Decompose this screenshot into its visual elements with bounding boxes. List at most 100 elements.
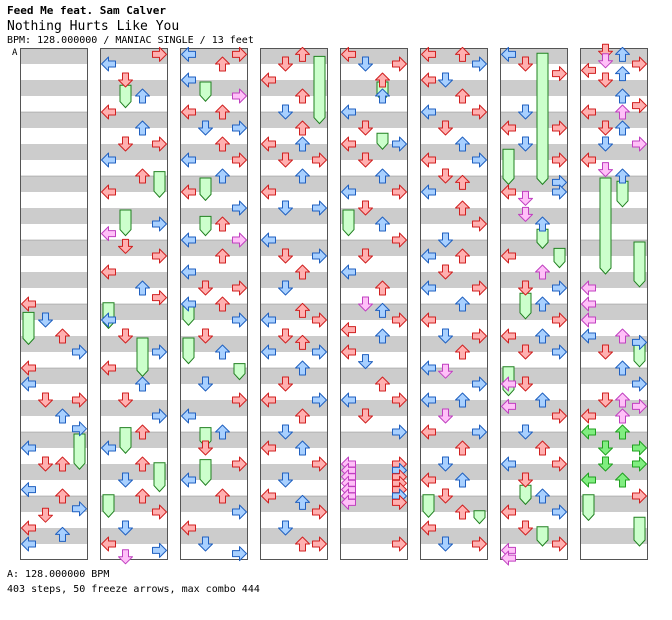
up-arrow-icon <box>455 136 470 152</box>
left-arrow-icon <box>501 550 516 566</box>
up-arrow-icon <box>215 168 230 184</box>
right-arrow-icon <box>312 456 327 472</box>
beat-stripe <box>180 80 248 96</box>
up-arrow-icon <box>455 174 470 190</box>
down-arrow-icon <box>438 363 453 379</box>
beat-stripe <box>180 176 248 192</box>
beat-stripe <box>20 496 88 512</box>
down-arrow-icon <box>438 488 453 504</box>
beat-stripe <box>500 304 568 320</box>
down-arrow-icon <box>598 456 613 472</box>
freeze-arrow <box>199 177 212 202</box>
down-arrow-icon <box>518 344 533 360</box>
column-frame <box>420 48 488 560</box>
freeze-arrow <box>73 433 86 470</box>
right-arrow-icon <box>232 392 247 408</box>
up-arrow-icon <box>615 168 630 184</box>
left-arrow-icon <box>181 232 196 248</box>
up-arrow-icon <box>535 328 550 344</box>
down-arrow-icon <box>198 376 213 392</box>
beat-stripe <box>180 112 248 128</box>
left-arrow-icon <box>581 472 596 488</box>
left-arrow-icon <box>421 280 436 296</box>
left-arrow-icon <box>101 264 116 280</box>
left-arrow-icon <box>581 312 596 328</box>
beat-stripe <box>180 528 248 544</box>
down-arrow-icon <box>278 376 293 392</box>
beat-stripe <box>180 336 248 352</box>
beat-stripe <box>20 304 88 320</box>
beat-stripe <box>340 80 408 96</box>
up-arrow-icon <box>615 408 630 424</box>
beat-stripe <box>180 432 248 448</box>
freeze-arrow <box>22 311 35 346</box>
up-arrow-icon <box>55 408 70 424</box>
freeze-arrow <box>536 526 549 547</box>
right-arrow-icon <box>312 200 327 216</box>
beat-stripe <box>580 304 648 320</box>
right-arrow-icon <box>472 56 487 72</box>
right-arrow-icon <box>72 392 87 408</box>
up-arrow-icon <box>375 280 390 296</box>
beat-stripe <box>260 80 328 96</box>
freeze-arrow <box>233 363 246 381</box>
down-arrow-icon <box>278 104 293 120</box>
up-arrow-icon <box>455 248 470 264</box>
beat-stripe <box>420 80 488 96</box>
freeze-arrow <box>536 52 549 186</box>
beat-stripe <box>580 432 648 448</box>
right-arrow-icon <box>552 184 567 200</box>
beat-stripe <box>100 528 168 544</box>
left-arrow-icon <box>501 184 516 200</box>
up-arrow-icon <box>535 392 550 408</box>
right-arrow-icon <box>552 312 567 328</box>
right-arrow-icon <box>312 248 327 264</box>
right-arrow-icon <box>552 120 567 136</box>
up-arrow-icon <box>215 216 230 232</box>
freeze-arrow <box>616 180 629 208</box>
right-arrow-icon <box>552 504 567 520</box>
right-arrow-icon <box>152 408 167 424</box>
down-arrow-icon <box>118 238 133 254</box>
up-arrow-icon <box>615 46 630 62</box>
beat-stripe <box>580 112 648 128</box>
beat-stripe <box>20 528 88 544</box>
beat-stripe <box>20 208 88 224</box>
right-arrow-icon <box>312 152 327 168</box>
left-arrow-icon <box>181 264 196 280</box>
right-arrow-icon <box>392 494 407 510</box>
step-chart <box>20 43 648 566</box>
up-arrow-icon <box>375 328 390 344</box>
right-arrow-icon <box>232 88 247 104</box>
left-arrow-icon <box>181 104 196 120</box>
beat-stripe <box>500 464 568 480</box>
beat-stripe <box>100 400 168 416</box>
up-arrow-icon <box>375 88 390 104</box>
up-arrow-icon <box>455 200 470 216</box>
right-arrow-icon <box>232 312 247 328</box>
down-arrow-icon <box>278 472 293 488</box>
beat-stripe <box>100 112 168 128</box>
beat-stripe <box>20 48 88 64</box>
column-frame <box>100 48 168 560</box>
up-arrow-icon <box>295 264 310 280</box>
freeze-arrow <box>502 148 515 186</box>
beat-stripe <box>420 176 488 192</box>
left-arrow-icon <box>581 296 596 312</box>
right-arrow-icon <box>312 504 327 520</box>
left-arrow-icon <box>341 104 356 120</box>
beat-stripe <box>260 400 328 416</box>
left-arrow-icon <box>101 536 116 552</box>
left-arrow-icon <box>261 136 276 152</box>
right-arrow-icon <box>232 280 247 296</box>
up-arrow-icon <box>615 104 630 120</box>
freeze-arrow <box>119 427 132 454</box>
beat-stripe <box>340 496 408 512</box>
down-arrow-icon <box>598 72 613 88</box>
freeze-arrow <box>153 462 166 493</box>
beat-stripe <box>180 368 248 384</box>
down-arrow-icon <box>518 424 533 440</box>
right-arrow-icon <box>232 456 247 472</box>
down-arrow-icon <box>38 507 53 523</box>
right-arrow-icon <box>392 232 407 248</box>
